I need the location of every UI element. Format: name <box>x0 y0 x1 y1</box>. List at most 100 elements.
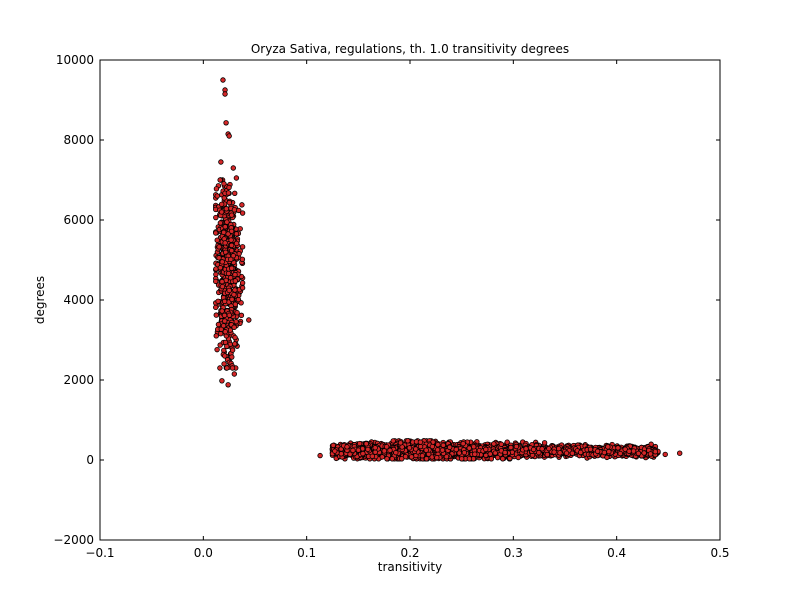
data-point <box>494 454 501 461</box>
data-point <box>423 447 429 453</box>
data-point <box>232 341 238 347</box>
data-point <box>383 444 390 450</box>
data-point <box>443 454 450 460</box>
data-point <box>228 242 235 249</box>
data-point <box>221 298 228 305</box>
data-point <box>387 447 393 454</box>
data-point <box>647 451 654 457</box>
data-point <box>232 278 238 284</box>
data-point <box>389 456 395 462</box>
data-point <box>217 177 223 183</box>
data-point <box>214 193 220 199</box>
data-point <box>466 445 472 451</box>
data-point <box>229 354 235 360</box>
data-point <box>551 449 557 455</box>
data-point <box>423 456 430 462</box>
y-tick-label: −2000 <box>53 533 94 547</box>
data-point <box>225 270 232 277</box>
data-point <box>228 247 235 254</box>
data-point <box>344 444 350 450</box>
data-point <box>218 159 224 165</box>
y-axis-label: degrees <box>33 276 47 324</box>
data-point <box>239 285 246 291</box>
data-point <box>652 449 659 455</box>
data-point <box>541 440 548 446</box>
data-point <box>347 451 353 457</box>
data-point <box>615 445 621 451</box>
data-point <box>569 450 576 456</box>
data-point <box>215 298 221 305</box>
data-point <box>563 450 570 456</box>
data-point <box>513 443 520 450</box>
data-point <box>365 446 371 453</box>
data-point <box>471 444 477 450</box>
data-point <box>239 202 245 208</box>
data-point <box>216 255 222 261</box>
data-point <box>630 448 637 454</box>
data-point <box>222 329 228 335</box>
data-point <box>413 446 419 452</box>
data-point <box>221 312 228 319</box>
data-point <box>417 439 424 445</box>
data-point <box>216 244 222 250</box>
data-point <box>213 333 219 339</box>
data-point <box>239 280 246 286</box>
data-point <box>504 439 510 445</box>
data-point <box>390 438 396 444</box>
data-point <box>472 451 478 457</box>
data-point <box>355 447 362 453</box>
data-point <box>222 353 228 359</box>
data-point <box>221 229 227 236</box>
data-point <box>232 271 238 278</box>
data-point <box>523 446 529 452</box>
data-point <box>220 323 227 329</box>
data-point <box>238 312 245 319</box>
data-point <box>350 447 356 454</box>
data-point <box>500 456 506 462</box>
data-point <box>229 365 236 371</box>
data-point <box>487 451 493 457</box>
data-point <box>222 224 228 230</box>
data-point <box>406 445 413 451</box>
data-point <box>228 237 234 243</box>
data-point <box>219 283 226 290</box>
data-point <box>231 207 238 213</box>
data-point <box>213 312 219 318</box>
data-point <box>226 133 232 139</box>
data-point <box>601 449 608 456</box>
data-point <box>384 456 390 462</box>
data-point <box>439 447 446 453</box>
data-point <box>231 291 237 298</box>
data-point <box>530 446 537 453</box>
data-point <box>317 452 323 459</box>
data-point <box>662 451 668 458</box>
data-point <box>224 219 230 225</box>
data-point <box>419 453 426 459</box>
data-point <box>492 450 498 456</box>
data-point <box>466 456 473 462</box>
data-point <box>215 321 222 328</box>
data-point <box>229 347 236 353</box>
data-point <box>417 443 424 450</box>
data-point <box>546 445 552 452</box>
x-tick-label: 0.2 <box>400 546 419 560</box>
y-tick-label: 6000 <box>63 213 94 227</box>
y-tick-label: 2000 <box>63 373 94 387</box>
data-point <box>229 265 235 271</box>
data-point <box>447 444 453 450</box>
data-point <box>594 448 601 454</box>
data-point <box>222 240 228 246</box>
data-point <box>577 449 584 456</box>
data-point <box>227 275 234 281</box>
data-point <box>460 440 466 447</box>
data-point <box>213 186 220 192</box>
data-point <box>232 334 238 341</box>
data-point <box>502 449 508 456</box>
data-point <box>221 361 227 367</box>
data-point <box>226 199 233 206</box>
data-point <box>408 454 415 460</box>
data-point <box>225 231 231 237</box>
data-point <box>213 304 219 311</box>
data-point <box>231 371 238 377</box>
